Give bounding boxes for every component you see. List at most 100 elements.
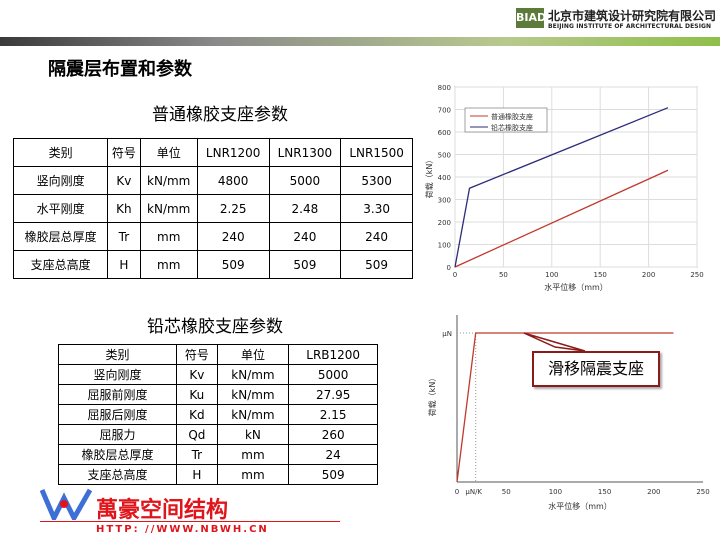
table-cell: 3.30	[340, 194, 413, 223]
table-cell: LRB1200	[288, 344, 378, 365]
table-lrb: 类别 符号 单位 LRB1200 竖向刚度 Kv kN/mm 5000 屈服前刚度 Ku kN/mm…	[57, 344, 378, 485]
x-tick-label: 250	[696, 488, 709, 496]
chart-sliding-bearing: 0 μN/K 50 100 150 200 250 μN 水平位移（mm） 荷载（kN）	[427, 315, 710, 511]
table-cell: 类别	[57, 344, 178, 365]
table-cell: 类别	[12, 138, 109, 167]
table-cell: 27.95	[288, 384, 378, 405]
y-tick-label: 300	[438, 197, 451, 205]
series-line	[454, 169, 669, 268]
table-cell: 竖向刚度	[57, 364, 178, 385]
table-lnr: 类别 符号 单位 LNR1200 LNR1300 LNR1500 竖向刚度 Kv kN/mm 48…	[12, 138, 413, 279]
table-cell: LNR1300	[268, 138, 342, 167]
table-cell: 支座总高度	[12, 250, 109, 279]
table-cell: 水平刚度	[12, 194, 109, 223]
table-cell: 橡胶层总厚度	[57, 444, 178, 465]
watermark-line	[40, 521, 340, 522]
table-row: 竖向刚度 Kv kN/mm 4800 5000 5300	[12, 166, 413, 195]
table-cell: mm	[216, 464, 290, 485]
table-cell: 5300	[340, 166, 413, 195]
y-axis-label: 荷载（kN）	[424, 156, 434, 199]
table-cell: 符号	[107, 138, 141, 167]
y-tick-label: 600	[438, 129, 451, 137]
table-cell: Kv	[176, 364, 218, 385]
table-cell: H	[107, 250, 141, 279]
table-cell: Tr	[107, 222, 141, 251]
table-cell: Kd	[176, 404, 218, 425]
y-axis-label: 荷载（kN）	[427, 374, 437, 417]
y-tick-label: 100	[438, 242, 451, 250]
x-axis-label: 水平位移（mm）	[544, 282, 608, 292]
table-cell: 2.48	[268, 194, 342, 223]
table-row: 屈服力 Qd kN 260	[57, 424, 378, 445]
org-name-en: BEIJING INSTITUTE OF ARCHITECTURAL DESIG…	[548, 23, 712, 30]
table1-title: 普通橡胶支座参数	[152, 105, 288, 125]
table-cell: 2.15	[288, 404, 378, 425]
table-cell: Tr	[176, 444, 218, 465]
table-cell: 24	[288, 444, 378, 465]
x-tick-label: 200	[647, 488, 660, 496]
x-tick-label: 0	[455, 488, 459, 496]
table-row: 橡胶层总厚度 Tr mm 240 240 240	[12, 222, 413, 251]
table-cell: 240	[196, 222, 270, 251]
watermark-url: HTTP: //WWW.NBWH.CN	[96, 524, 269, 535]
table-cell: kN/mm	[216, 404, 290, 425]
table-cell: Kh	[107, 194, 141, 223]
table-cell: 4800	[196, 166, 270, 195]
table-cell: 单位	[139, 138, 198, 167]
callout-pointer	[523, 332, 586, 352]
table-cell: 240	[268, 222, 342, 251]
page-title: 隔震层布置和参数	[48, 59, 192, 80]
x-tick-label: 150	[594, 271, 607, 279]
biad-logo: BIAD	[516, 8, 546, 28]
table-cell: 2.25	[196, 194, 270, 223]
series-line	[456, 332, 674, 483]
table-cell: Ku	[176, 384, 218, 405]
x-tick-label: 250	[690, 271, 703, 279]
table-row: 橡胶层总厚度 Tr mm 24	[57, 444, 378, 465]
x-tick-label: 200	[642, 271, 655, 279]
table-cell: H	[176, 464, 218, 485]
table-cell: kN	[216, 424, 290, 445]
table-cell: Kv	[107, 166, 141, 195]
series-line	[454, 107, 669, 268]
legend-label: 铅芯橡胶支座	[491, 123, 533, 132]
callout-sliding-bearing: 滑移隔震支座	[532, 351, 660, 387]
table-cell: kN/mm	[139, 194, 198, 223]
table-cell: 屈服前刚度	[57, 384, 178, 405]
table-cell: mm	[139, 250, 198, 279]
table-cell: 509	[288, 464, 378, 485]
table-cell: kN/mm	[139, 166, 198, 195]
table-cell: 竖向刚度	[12, 166, 109, 195]
x-tick-label: 50	[499, 271, 508, 279]
table-cell: mm	[216, 444, 290, 465]
table-row: 水平刚度 Kh kN/mm 2.25 2.48 3.30	[12, 194, 413, 223]
table2-title: 铅芯橡胶支座参数	[147, 317, 283, 337]
table-cell: 509	[268, 250, 342, 279]
table-cell: Qd	[176, 424, 218, 445]
table-row: 竖向刚度 Kv kN/mm 5000	[57, 364, 378, 385]
y-tick-label: 400	[438, 174, 451, 182]
x-tick-label: 0	[453, 271, 457, 279]
table-cell: 屈服后刚度	[57, 404, 178, 425]
table-cell: 509	[340, 250, 413, 279]
x-axis-label: 水平位移（mm）	[548, 501, 612, 511]
table-cell: kN/mm	[216, 384, 290, 405]
table-cell: 240	[340, 222, 413, 251]
x-tick-label: 150	[598, 488, 611, 496]
table-cell: 5000	[268, 166, 342, 195]
table-cell: kN/mm	[216, 364, 290, 385]
table-cell: 符号	[176, 344, 218, 365]
x-tick-label: 100	[545, 271, 558, 279]
y-tick-label: 500	[438, 152, 451, 160]
x-tick-label: μN/K	[465, 488, 482, 496]
y-tick-label: μN	[442, 330, 452, 338]
header-bar	[0, 37, 720, 46]
table-cell: LNR1500	[340, 138, 413, 167]
table-cell: 509	[196, 250, 270, 279]
table-cell: 单位	[216, 344, 290, 365]
org-name-cn: 北京市建筑设计研究院有限公司	[548, 9, 717, 23]
table-cell: LNR1200	[196, 138, 270, 167]
